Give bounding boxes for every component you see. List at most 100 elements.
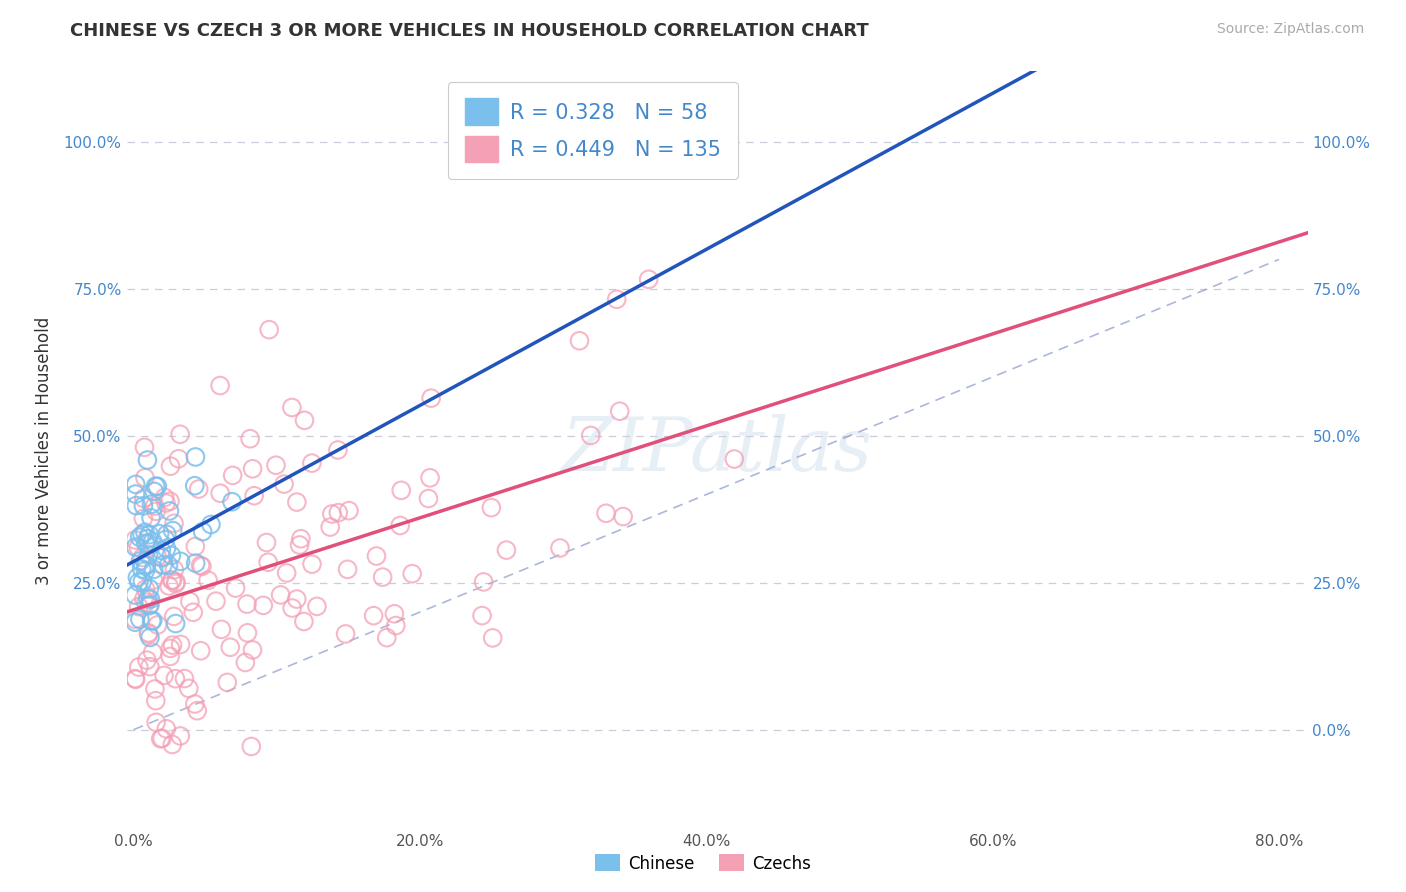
Point xyxy=(479,500,502,515)
Point xyxy=(252,599,274,613)
Point xyxy=(236,625,259,640)
Point xyxy=(124,673,146,687)
Point xyxy=(128,599,150,614)
Point xyxy=(389,483,412,498)
Point xyxy=(155,496,177,510)
Point xyxy=(336,562,359,576)
Point xyxy=(142,645,165,659)
Point xyxy=(136,591,159,606)
Point xyxy=(209,623,232,637)
Point xyxy=(138,582,160,596)
Point xyxy=(134,471,156,485)
Point xyxy=(256,535,278,549)
Point xyxy=(125,499,148,513)
Point xyxy=(184,697,207,711)
Point xyxy=(187,482,209,496)
Point xyxy=(124,672,146,686)
Point xyxy=(191,559,214,574)
Point xyxy=(179,594,201,608)
Point xyxy=(138,599,160,613)
Point xyxy=(124,540,146,554)
Point xyxy=(319,520,342,534)
Point xyxy=(169,427,191,442)
Point xyxy=(128,660,150,674)
Point xyxy=(143,484,166,499)
Text: ZIPatlas: ZIPatlas xyxy=(561,414,873,487)
Point xyxy=(281,601,304,615)
Point xyxy=(142,614,165,628)
Point xyxy=(155,722,177,736)
Point xyxy=(637,272,659,286)
Point xyxy=(159,504,181,518)
Point xyxy=(162,638,184,652)
Point xyxy=(420,391,443,405)
Point xyxy=(127,570,149,584)
Point xyxy=(186,704,208,718)
Point xyxy=(150,731,173,746)
Point xyxy=(124,533,146,547)
Point xyxy=(142,534,165,549)
Point xyxy=(157,579,180,593)
Point xyxy=(165,672,187,686)
Point xyxy=(472,574,495,589)
Point xyxy=(136,453,159,467)
Point xyxy=(150,549,173,564)
Point xyxy=(153,491,176,505)
Point xyxy=(135,595,157,609)
Point xyxy=(579,428,602,442)
Point xyxy=(139,511,162,525)
Point xyxy=(292,615,315,629)
Point xyxy=(136,536,159,550)
Point xyxy=(328,506,350,520)
Point xyxy=(401,566,423,581)
Point xyxy=(139,592,162,607)
Point xyxy=(150,550,173,565)
Point xyxy=(371,570,394,584)
Point xyxy=(419,471,441,485)
Point xyxy=(135,582,157,596)
Point xyxy=(481,631,503,645)
Point xyxy=(152,558,174,572)
Point xyxy=(146,479,169,493)
Point xyxy=(131,528,153,542)
Point xyxy=(132,592,155,607)
Point xyxy=(159,649,181,664)
Text: Source: ZipAtlas.com: Source: ZipAtlas.com xyxy=(1216,22,1364,37)
Point xyxy=(612,509,634,524)
Point xyxy=(132,499,155,513)
Point xyxy=(163,516,186,531)
Point xyxy=(240,739,263,754)
Point xyxy=(149,526,172,541)
Point xyxy=(169,729,191,743)
Point xyxy=(138,627,160,641)
Point xyxy=(155,541,177,556)
Point xyxy=(131,574,153,589)
Point xyxy=(190,558,212,573)
Point xyxy=(335,627,357,641)
Point xyxy=(139,631,162,645)
Point xyxy=(150,543,173,558)
Point xyxy=(606,293,628,307)
Point xyxy=(190,644,212,658)
Point xyxy=(159,641,181,656)
Point xyxy=(200,517,222,532)
Y-axis label: 3 or more Vehicles in Household: 3 or more Vehicles in Household xyxy=(35,317,52,584)
Point xyxy=(276,566,298,580)
Point xyxy=(125,477,148,491)
Point xyxy=(495,543,517,558)
Point xyxy=(142,573,165,587)
Point xyxy=(239,432,262,446)
Point xyxy=(138,548,160,562)
Point xyxy=(163,563,186,577)
Point xyxy=(128,612,150,626)
Point xyxy=(157,558,180,573)
Point xyxy=(209,378,232,392)
Point xyxy=(301,456,323,470)
Point xyxy=(135,653,157,667)
Point xyxy=(138,625,160,640)
Point xyxy=(471,608,494,623)
Point xyxy=(257,323,280,337)
Point xyxy=(184,450,207,464)
Point xyxy=(595,506,617,520)
Point xyxy=(301,557,323,571)
